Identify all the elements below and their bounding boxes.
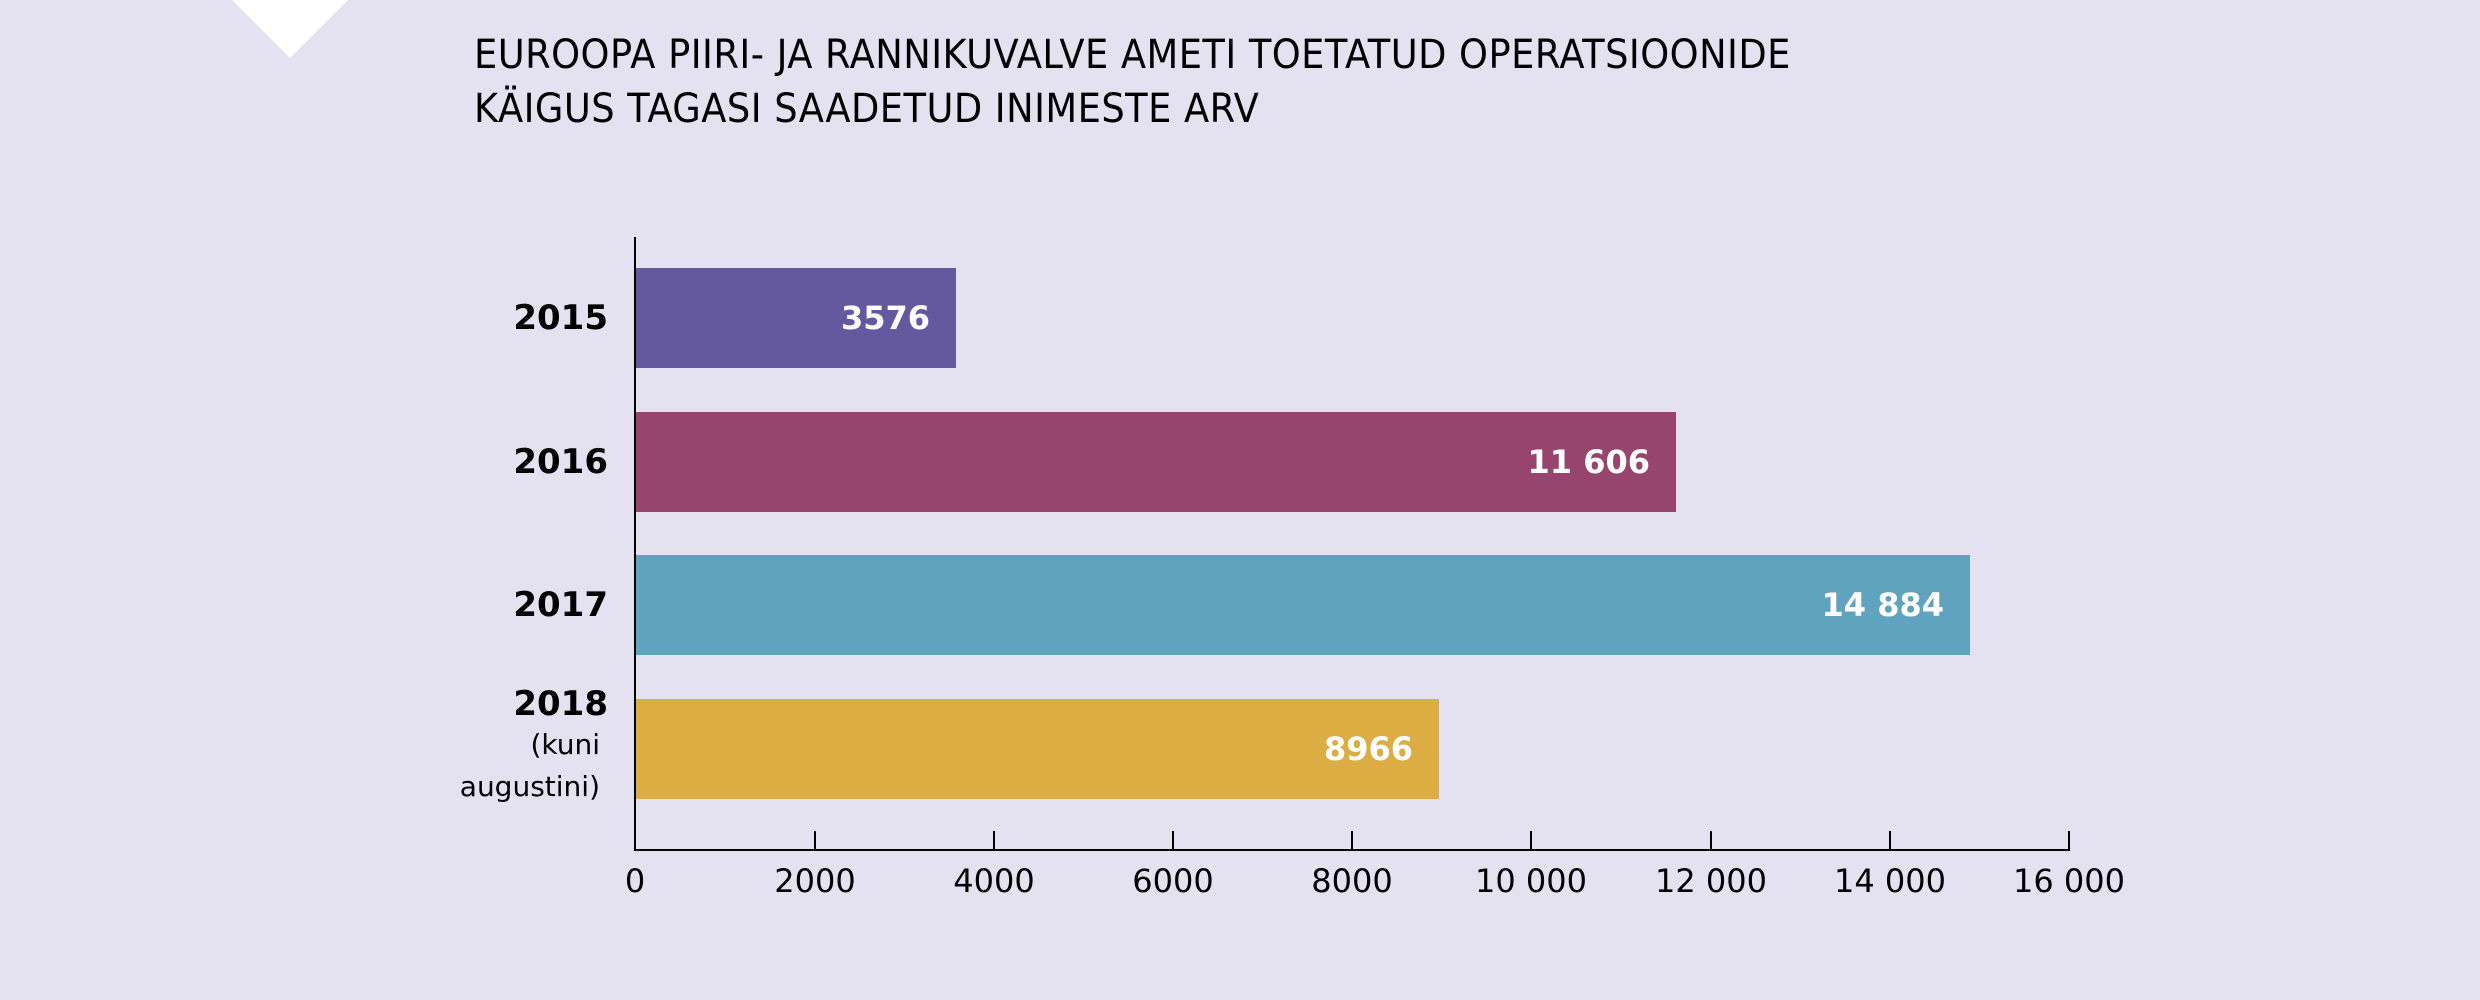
x-tick-label: 4000 (953, 862, 1035, 900)
chart-title: EUROOPA PIIRI- JA RANNIKUVALVE AMETI TOE… (474, 28, 1791, 136)
category-label-2018: 2018 (kuni augustini) (460, 684, 608, 808)
category-year: 2016 (513, 442, 608, 482)
x-tick-6000 (1172, 831, 1174, 850)
decorative-notch-icon (232, 0, 348, 58)
category-year: 2018 (513, 684, 608, 724)
bar-2016: 11 606 (636, 412, 1676, 512)
y-axis-line (634, 237, 636, 851)
category-label-2016: 2016 (513, 442, 608, 482)
category-note: augustini) (459, 770, 600, 803)
x-tick-label: 14 000 (1834, 862, 1946, 900)
bar-value-label: 8966 (1323, 730, 1413, 768)
bar-2018: 8966 (636, 699, 1439, 799)
x-tick-label: 2000 (774, 862, 856, 900)
x-tick-label: 8000 (1311, 862, 1393, 900)
x-tick-12000 (1710, 831, 1712, 850)
x-tick-label: 16 000 (2013, 862, 2125, 900)
x-tick-label: 10 000 (1475, 862, 1587, 900)
x-tick-4000 (993, 831, 995, 850)
x-tick-10000 (1530, 831, 1532, 850)
x-tick-16000 (2068, 831, 2070, 850)
bar-value-label: 14 884 (1821, 586, 1944, 624)
x-tick-14000 (1889, 831, 1891, 850)
category-label-2017: 2017 (513, 585, 608, 625)
x-tick-8000 (1351, 831, 1353, 850)
x-tick-label: 12 000 (1655, 862, 1767, 900)
bar-2017: 14 884 (636, 555, 1970, 655)
category-note: (kuni (530, 728, 600, 761)
chart-title-line-1: EUROOPA PIIRI- JA RANNIKUVALVE AMETI TOE… (474, 32, 1791, 78)
x-tick-2000 (814, 831, 816, 850)
category-label-2015: 2015 (513, 298, 608, 338)
x-tick-label: 6000 (1132, 862, 1214, 900)
bar-value-label: 11 606 (1527, 443, 1650, 481)
bar-2015: 3576 (636, 268, 956, 368)
x-axis-line (634, 849, 2070, 851)
chart-title-line-2: KÄIGUS TAGASI SAADETUD INIMESTE ARV (474, 86, 1260, 132)
category-year: 2017 (513, 585, 608, 625)
bar-value-label: 3576 (840, 299, 930, 337)
category-year: 2015 (513, 298, 608, 338)
x-tick-label: 0 (624, 862, 646, 900)
